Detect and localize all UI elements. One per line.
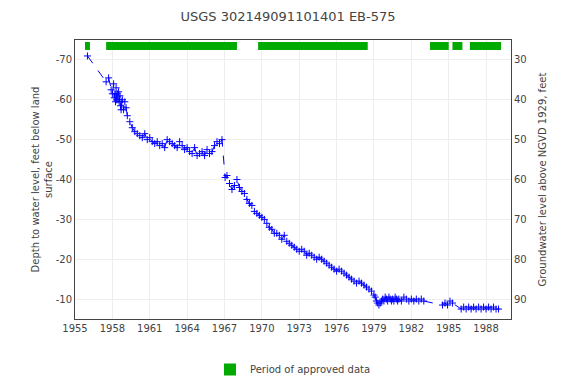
svg-text:1976: 1976 bbox=[324, 323, 349, 334]
svg-text:70: 70 bbox=[514, 214, 527, 225]
svg-text:-20: -20 bbox=[56, 254, 72, 265]
svg-text:80: 80 bbox=[514, 254, 527, 265]
svg-text:1988: 1988 bbox=[473, 323, 498, 334]
svg-text:1985: 1985 bbox=[436, 323, 461, 334]
svg-text:Groundwater level above NGVD 1: Groundwater level above NGVD 1929, feet bbox=[537, 73, 548, 287]
svg-text:50: 50 bbox=[514, 134, 527, 145]
svg-text:Depth to water level, feet bel: Depth to water level, feet below landsur… bbox=[30, 87, 54, 273]
svg-text:-10: -10 bbox=[56, 294, 72, 305]
svg-text:-60: -60 bbox=[56, 94, 72, 105]
svg-text:1982: 1982 bbox=[399, 323, 424, 334]
svg-text:-30: -30 bbox=[56, 214, 72, 225]
svg-text:-70: -70 bbox=[56, 54, 72, 65]
svg-text:40: 40 bbox=[514, 94, 527, 105]
svg-text:1958: 1958 bbox=[100, 323, 125, 334]
svg-text:1961: 1961 bbox=[137, 323, 162, 334]
svg-text:1973: 1973 bbox=[287, 323, 312, 334]
svg-text:-50: -50 bbox=[56, 134, 72, 145]
svg-text:30: 30 bbox=[514, 54, 527, 65]
svg-text:1967: 1967 bbox=[212, 323, 237, 334]
svg-text:60: 60 bbox=[514, 174, 527, 185]
svg-text:1964: 1964 bbox=[174, 323, 199, 334]
svg-text:USGS 302149091101401 EB-575: USGS 302149091101401 EB-575 bbox=[180, 9, 395, 24]
svg-text:1955: 1955 bbox=[62, 323, 87, 334]
svg-text:1979: 1979 bbox=[361, 323, 386, 334]
svg-text:-40: -40 bbox=[56, 174, 72, 185]
svg-text:Period of approved data: Period of approved data bbox=[250, 364, 370, 375]
svg-text:1970: 1970 bbox=[249, 323, 274, 334]
svg-text:90: 90 bbox=[514, 294, 527, 305]
